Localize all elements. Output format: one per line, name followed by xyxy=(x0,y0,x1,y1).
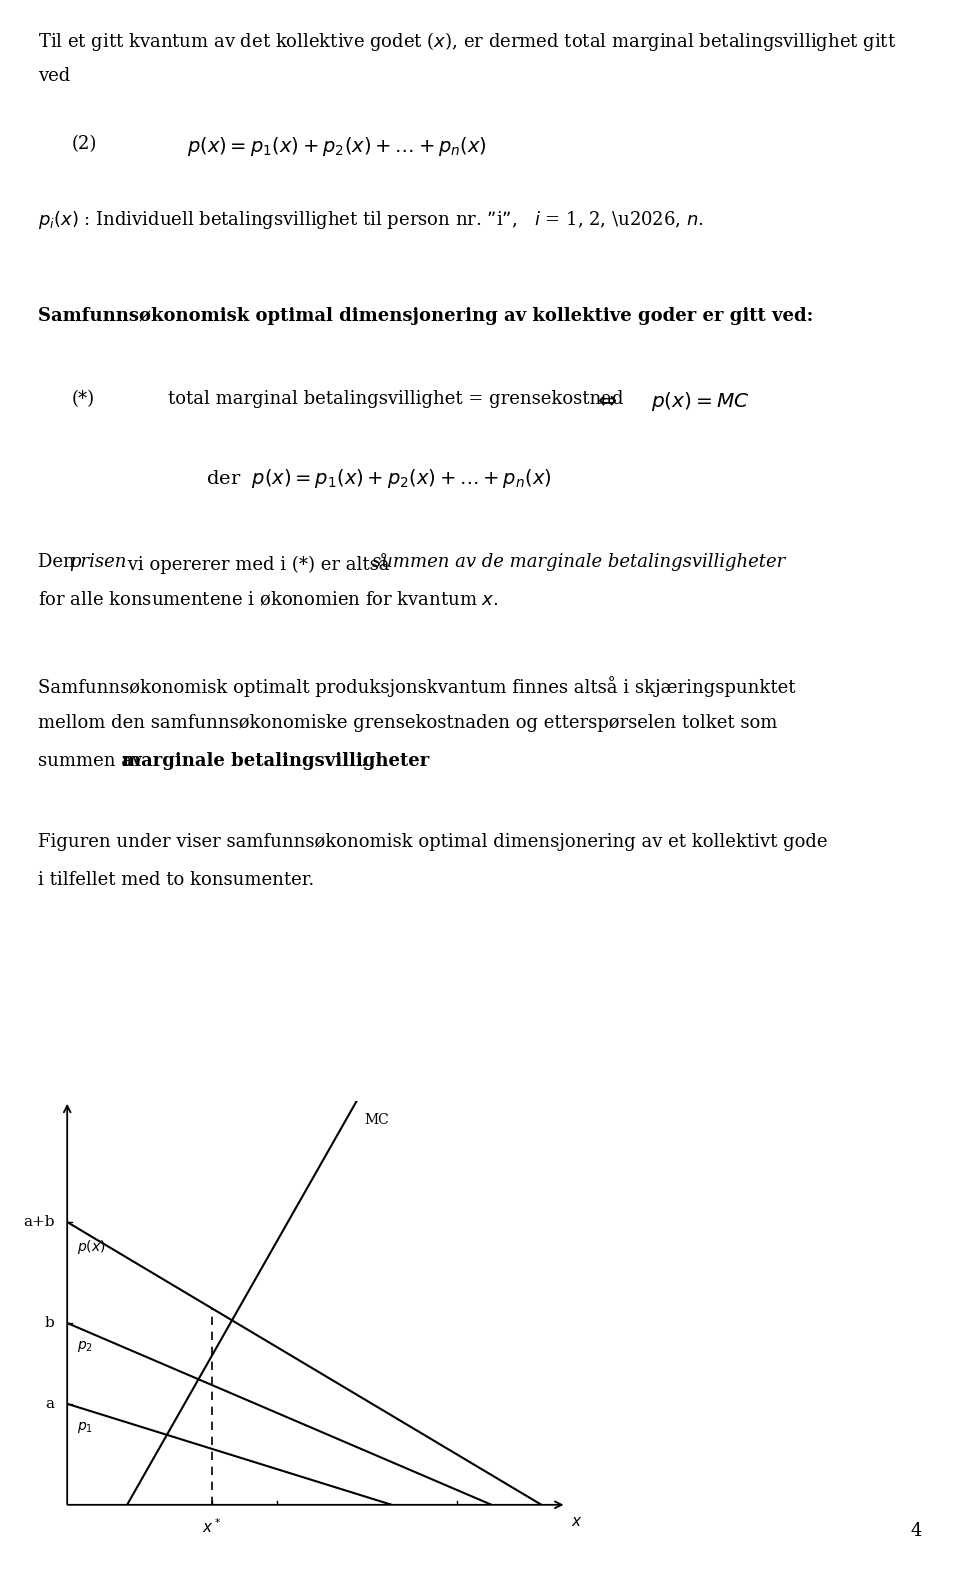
Text: prisen: prisen xyxy=(69,553,127,570)
Text: a: a xyxy=(46,1397,55,1411)
Text: marginale betalingsvilligheter: marginale betalingsvilligheter xyxy=(122,752,429,770)
Text: for alle konsumentene i økonomien for kvantum $x$.: for alle konsumentene i økonomien for kv… xyxy=(38,591,499,608)
Text: $p(x) = p_1(x) + p_2(x) + \ldots + p_n(x)$: $p(x) = p_1(x) + p_2(x) + \ldots + p_n(x… xyxy=(187,135,487,158)
Text: mellom den samfunnsøkonomiske grensekostnaden og etterspørselen tolket som: mellom den samfunnsøkonomiske grensekost… xyxy=(38,714,778,732)
Text: Samfunnsøkonomisk optimalt produksjonskvantum finnes altså i skjæringspunktet: Samfunnsøkonomisk optimalt produksjonskv… xyxy=(38,676,796,697)
Text: (*): (*) xyxy=(72,390,95,407)
Text: $p_1$: $p_1$ xyxy=(77,1419,93,1435)
Text: Den: Den xyxy=(38,553,81,570)
Text: Til et gitt kvantum av det kollektive godet ($x$), er dermed total marginal beta: Til et gitt kvantum av det kollektive go… xyxy=(38,30,897,54)
Text: (2): (2) xyxy=(72,135,97,154)
Text: summen av de marginale betalingsvilligheter: summen av de marginale betalingsvillighe… xyxy=(372,553,785,570)
Text: 4: 4 xyxy=(910,1522,922,1540)
Text: summen av: summen av xyxy=(38,752,148,770)
Text: i tilfellet med to konsumenter.: i tilfellet med to konsumenter. xyxy=(38,871,315,889)
Text: $p_2$: $p_2$ xyxy=(77,1338,93,1354)
Text: $p_i(x)$ : Individuell betalingsvillighet til person nr. ”i”,   $i$ = 1, 2, \u20: $p_i(x)$ : Individuell betalingsvillighe… xyxy=(38,209,705,231)
Text: vi opererer med i (*) er altså: vi opererer med i (*) er altså xyxy=(122,553,396,573)
Text: MC: MC xyxy=(364,1114,389,1126)
Text: a+b: a+b xyxy=(23,1215,55,1229)
Text: $p(x)$: $p(x)$ xyxy=(77,1239,106,1256)
Text: Figuren under viser samfunnsøkonomisk optimal dimensjonering av et kollektivt go: Figuren under viser samfunnsøkonomisk op… xyxy=(38,833,828,851)
Text: total marginal betalingsvillighet = grensekostnad: total marginal betalingsvillighet = gren… xyxy=(168,390,623,407)
Text: der  $p(x) = p_1(x) + p_2(x) + \ldots + p_n(x)$: der $p(x) = p_1(x) + p_2(x) + \ldots + p… xyxy=(206,467,552,491)
Text: .: . xyxy=(360,752,366,770)
Text: $\Leftrightarrow$: $\Leftrightarrow$ xyxy=(593,390,618,412)
Text: ved: ved xyxy=(38,67,71,84)
Text: $x^*$: $x^*$ xyxy=(203,1517,222,1536)
Text: $x$: $x$ xyxy=(571,1514,583,1529)
Text: $p(x) = MC$: $p(x) = MC$ xyxy=(651,390,750,413)
Text: Samfunnsøkonomisk optimal dimensjonering av kollektive goder er gitt ved:: Samfunnsøkonomisk optimal dimensjonering… xyxy=(38,307,814,325)
Text: b: b xyxy=(45,1316,55,1331)
